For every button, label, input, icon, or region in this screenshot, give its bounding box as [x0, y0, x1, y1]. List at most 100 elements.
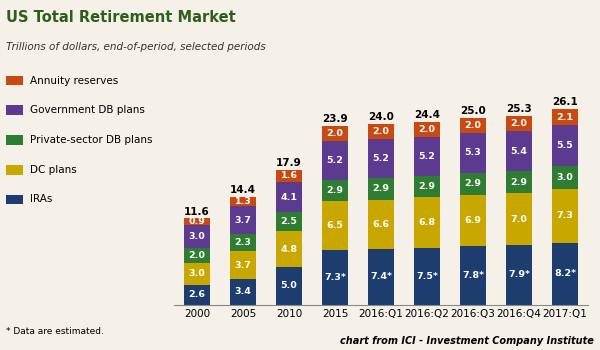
- Bar: [230, 197, 256, 206]
- Text: 3.4: 3.4: [235, 287, 251, 296]
- Bar: [415, 137, 440, 176]
- Text: 2.9: 2.9: [419, 182, 436, 191]
- Text: 3.0: 3.0: [188, 269, 205, 278]
- Bar: [322, 180, 347, 201]
- Text: 11.6: 11.6: [184, 206, 210, 217]
- Text: 7.0: 7.0: [511, 215, 527, 224]
- Bar: [277, 170, 302, 182]
- Bar: [553, 109, 578, 125]
- Text: 26.1: 26.1: [552, 97, 578, 107]
- Bar: [460, 133, 485, 173]
- Text: 1.6: 1.6: [281, 171, 298, 180]
- Bar: [415, 176, 440, 197]
- Bar: [506, 171, 532, 193]
- Text: 5.2: 5.2: [373, 154, 389, 163]
- Text: Government DB plans: Government DB plans: [30, 105, 145, 115]
- Text: 2.5: 2.5: [281, 217, 298, 226]
- Text: Private-sector DB plans: Private-sector DB plans: [30, 135, 152, 145]
- Text: 0.9: 0.9: [188, 217, 205, 226]
- Text: 4.8: 4.8: [280, 245, 298, 254]
- Bar: [368, 249, 394, 304]
- Bar: [415, 248, 440, 304]
- Text: Annuity reserves: Annuity reserves: [30, 76, 118, 85]
- Bar: [230, 251, 256, 279]
- Bar: [460, 118, 485, 133]
- Text: 5.2: 5.2: [326, 156, 343, 164]
- Bar: [368, 200, 394, 249]
- Bar: [506, 193, 532, 245]
- Text: 2.6: 2.6: [188, 290, 205, 299]
- Bar: [368, 178, 394, 200]
- Text: 24.0: 24.0: [368, 112, 394, 122]
- Text: 5.3: 5.3: [464, 148, 481, 158]
- Text: 5.5: 5.5: [557, 141, 574, 150]
- Text: 7.3*: 7.3*: [324, 273, 346, 282]
- Text: Trillions of dollars, end-of-period, selected periods: Trillions of dollars, end-of-period, sel…: [6, 42, 266, 52]
- Text: 5.0: 5.0: [281, 281, 298, 290]
- Bar: [230, 206, 256, 234]
- Text: 7.5*: 7.5*: [416, 272, 438, 281]
- Text: 2.0: 2.0: [419, 125, 436, 134]
- Text: 7.4*: 7.4*: [370, 272, 392, 281]
- Bar: [368, 139, 394, 178]
- Text: 3.7: 3.7: [235, 216, 251, 225]
- Bar: [322, 201, 347, 250]
- Text: 8.2*: 8.2*: [554, 269, 576, 278]
- Text: 25.0: 25.0: [460, 106, 486, 116]
- Text: 2.1: 2.1: [557, 113, 574, 121]
- Text: 1.3: 1.3: [235, 197, 251, 206]
- Bar: [184, 218, 209, 225]
- Bar: [368, 124, 394, 139]
- Text: US Total Retirement Market: US Total Retirement Market: [6, 10, 236, 26]
- Text: 2.0: 2.0: [326, 129, 343, 138]
- Text: 2.0: 2.0: [188, 251, 205, 260]
- Text: 17.9: 17.9: [276, 158, 302, 168]
- Text: 6.9: 6.9: [464, 216, 482, 225]
- Text: 7.8*: 7.8*: [462, 271, 484, 280]
- Text: 24.4: 24.4: [414, 110, 440, 120]
- Bar: [184, 225, 209, 248]
- Text: 3.7: 3.7: [235, 261, 251, 270]
- Bar: [230, 234, 256, 251]
- Text: 2.9: 2.9: [511, 178, 527, 187]
- Text: 2.0: 2.0: [464, 121, 481, 130]
- Bar: [415, 197, 440, 248]
- Bar: [460, 246, 485, 304]
- Bar: [277, 231, 302, 267]
- Bar: [460, 173, 485, 195]
- Bar: [184, 248, 209, 262]
- Bar: [322, 141, 347, 180]
- Text: 14.4: 14.4: [230, 185, 256, 195]
- Bar: [506, 131, 532, 171]
- Bar: [322, 126, 347, 141]
- Text: 6.6: 6.6: [373, 220, 389, 229]
- Text: DC plans: DC plans: [30, 165, 77, 175]
- Bar: [277, 182, 302, 212]
- Text: 7.3: 7.3: [557, 211, 574, 220]
- Bar: [460, 195, 485, 246]
- Bar: [553, 189, 578, 243]
- Bar: [415, 122, 440, 137]
- Text: 4.1: 4.1: [281, 193, 298, 202]
- Text: 3.0: 3.0: [557, 173, 574, 182]
- Text: 2.3: 2.3: [235, 238, 251, 247]
- Text: 25.3: 25.3: [506, 104, 532, 114]
- Text: 6.8: 6.8: [418, 218, 436, 228]
- Bar: [553, 243, 578, 304]
- Bar: [506, 245, 532, 304]
- Text: chart from ICI - Investment Company Institute: chart from ICI - Investment Company Inst…: [340, 336, 594, 346]
- Bar: [277, 267, 302, 304]
- Bar: [506, 116, 532, 131]
- Bar: [322, 250, 347, 304]
- Bar: [553, 125, 578, 166]
- Text: 3.0: 3.0: [188, 232, 205, 241]
- Text: 5.4: 5.4: [511, 147, 527, 156]
- Bar: [230, 279, 256, 304]
- Text: 2.9: 2.9: [464, 179, 482, 188]
- Text: IRAs: IRAs: [30, 195, 52, 204]
- Text: * Data are estimated.: * Data are estimated.: [6, 327, 104, 336]
- Text: 2.0: 2.0: [511, 119, 527, 128]
- Text: 23.9: 23.9: [322, 114, 348, 124]
- Text: 2.0: 2.0: [373, 127, 389, 136]
- Text: 2.9: 2.9: [326, 186, 343, 195]
